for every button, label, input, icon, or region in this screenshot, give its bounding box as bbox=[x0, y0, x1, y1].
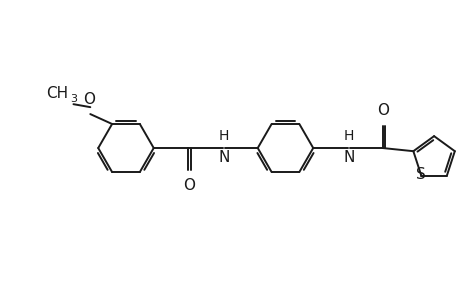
Text: N: N bbox=[342, 150, 354, 165]
Text: H: H bbox=[218, 129, 229, 143]
Text: N: N bbox=[218, 150, 229, 165]
Text: 3: 3 bbox=[70, 94, 77, 104]
Text: O: O bbox=[83, 92, 95, 107]
Text: S: S bbox=[415, 167, 425, 182]
Text: CH: CH bbox=[46, 86, 68, 101]
Text: O: O bbox=[377, 103, 389, 118]
Text: O: O bbox=[183, 178, 195, 193]
Text: H: H bbox=[343, 129, 353, 143]
